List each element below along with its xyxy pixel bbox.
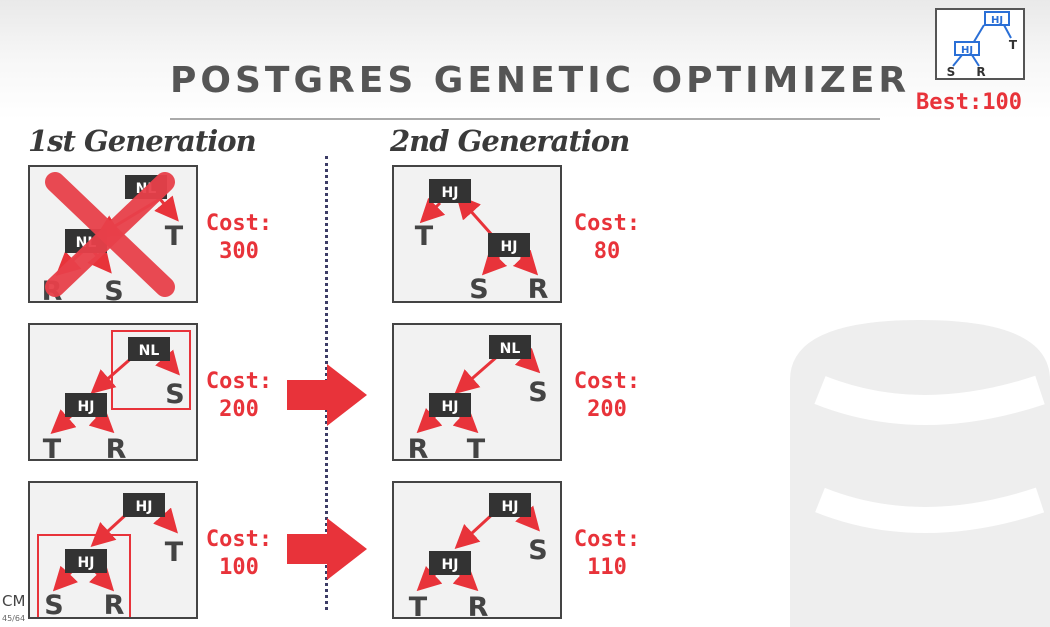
right-arrow-icon <box>287 518 367 580</box>
best-plan-thumbnail: HJ HJ S R T <box>935 8 1025 80</box>
plan-panel: NL NL R S T <box>28 165 198 303</box>
plan-panel: HJ HJ T R S <box>392 481 562 619</box>
join-node: HJ <box>136 499 153 515</box>
relation-leaf: R <box>106 434 127 461</box>
cost-text: Cost: 110 <box>573 527 641 580</box>
relation-leaf: S <box>528 535 547 566</box>
right-arrow-icon <box>287 364 367 426</box>
relation-leaf: T <box>467 434 486 461</box>
plan-panel: HJ HJ S R T <box>28 481 198 619</box>
best-join-top <box>984 11 1010 26</box>
join-node: HJ <box>442 399 459 415</box>
join-node: HJ <box>78 555 95 571</box>
highlight-box <box>37 534 131 617</box>
eliminated-cross-icon <box>45 172 175 297</box>
relation-leaf: T <box>415 221 434 252</box>
cost-text: Cost: 80 <box>573 211 641 264</box>
cost-text: Cost: 200 <box>205 369 273 422</box>
slide-number: 45/64 <box>2 614 26 623</box>
relation-leaf: T <box>165 221 184 252</box>
relation-leaf: R <box>528 274 549 303</box>
best-join-inner <box>954 41 980 56</box>
best-cost-label: Best:100 <box>916 90 1022 115</box>
generation-2-label: 2nd Generation <box>390 124 630 158</box>
plan-panel: NL HJ T R S <box>28 323 198 461</box>
join-node: HJ <box>501 239 518 255</box>
relation-leaf: S <box>469 274 488 303</box>
plan-cost: Cost: 300 <box>198 210 280 266</box>
join-node: HJ <box>442 557 459 573</box>
cost-text: Cost: 300 <box>205 211 273 264</box>
join-node: NL <box>139 343 160 359</box>
slide-title: POSTGRES GENETIC OPTIMIZER <box>170 60 911 101</box>
relation-leaf: R <box>468 592 489 619</box>
cost-text: Cost: 200 <box>573 369 641 422</box>
plan-cost: Cost: 110 <box>566 526 648 582</box>
best-leaf: S <box>947 65 956 78</box>
relation-leaf: T <box>409 592 428 619</box>
best-leaf: T <box>1009 38 1018 52</box>
plan-panel: NL HJ R T S <box>392 323 562 461</box>
join-node: HJ <box>442 185 459 201</box>
generation-1-label: 1st Generation <box>28 124 257 158</box>
plan-cost: Cost: 200 <box>566 368 648 424</box>
plan-cost: Cost: 100 <box>198 526 280 582</box>
best-join-top-label: HJ <box>991 15 1003 26</box>
relation-leaf: S <box>104 276 123 303</box>
cost-text: Cost: 100 <box>205 527 273 580</box>
relation-leaf: T <box>165 537 184 568</box>
footer-logo-text: CM <box>2 592 26 610</box>
relation-leaf: R <box>408 434 429 461</box>
relation-leaf: T <box>43 434 62 461</box>
plan-cost: Cost: 80 <box>566 210 648 266</box>
best-leaf: R <box>976 65 985 78</box>
join-node: NL <box>500 341 521 357</box>
best-join-inner-label: HJ <box>961 45 973 56</box>
relation-leaf: S <box>44 590 63 619</box>
title-rule <box>170 118 880 120</box>
relation-leaf: R <box>104 590 125 619</box>
database-watermark-icon <box>790 320 1050 627</box>
join-node: HJ <box>78 399 95 415</box>
plan-cost: Cost: 200 <box>198 368 280 424</box>
relation-leaf: S <box>165 379 184 410</box>
plan-panel: HJ HJ T S R <box>392 165 562 303</box>
join-node: HJ <box>502 499 519 515</box>
relation-leaf: S <box>528 377 547 408</box>
